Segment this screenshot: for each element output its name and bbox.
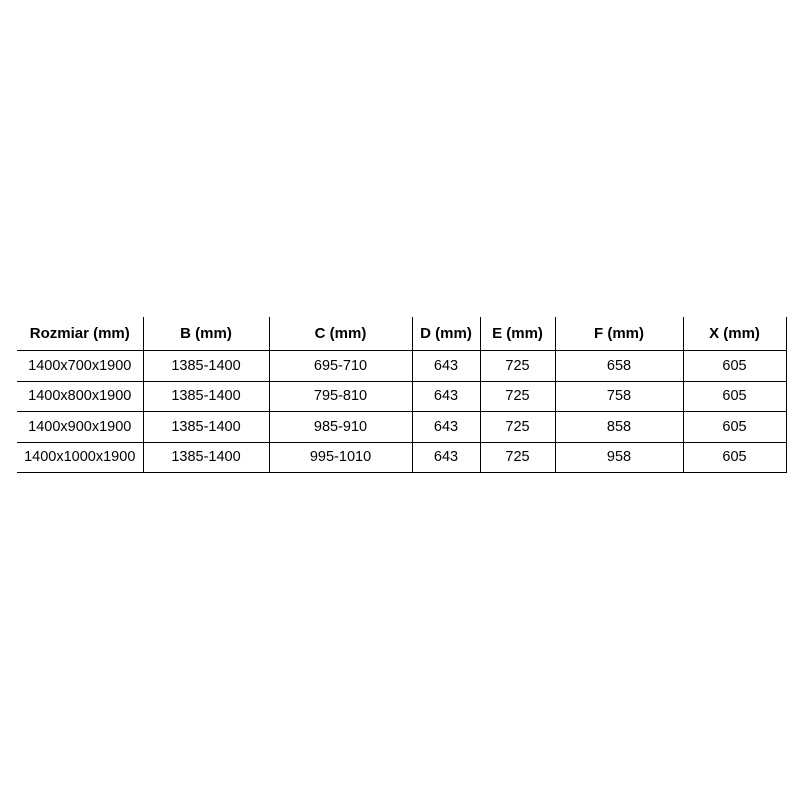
table-cell: 658	[554, 350, 684, 382]
column-header-x: X (mm)	[682, 317, 787, 351]
dimensions-table-container: Rozmiar (mm) B (mm) C (mm) D (mm) E (mm)…	[17, 317, 787, 473]
table-cell: 958	[554, 441, 684, 473]
column-header-e: E (mm)	[479, 317, 556, 351]
table-cell: 643	[411, 411, 481, 443]
table-row: 1400x700x1900 1385-1400 695-710 643 725 …	[17, 350, 787, 382]
table-cell: 695-710	[268, 350, 413, 382]
column-header-rozmiar: Rozmiar (mm)	[17, 317, 144, 351]
table-cell: 725	[479, 411, 556, 443]
table-row: 1400x800x1900 1385-1400 795-810 643 725 …	[17, 380, 787, 412]
table-cell: 725	[479, 441, 556, 473]
table-cell: 795-810	[268, 380, 413, 412]
table-cell: 1400x900x1900	[17, 411, 144, 443]
table-cell: 995-1010	[268, 441, 413, 473]
table-cell: 605	[682, 380, 787, 412]
table-cell: 858	[554, 411, 684, 443]
table-cell: 1385-1400	[142, 441, 270, 473]
table-cell: 758	[554, 380, 684, 412]
table-cell: 725	[479, 350, 556, 382]
column-header-c: C (mm)	[268, 317, 413, 351]
table-cell: 1400x1000x1900	[17, 441, 144, 473]
table-cell: 605	[682, 350, 787, 382]
table-cell: 1385-1400	[142, 350, 270, 382]
column-header-f: F (mm)	[554, 317, 684, 351]
table-cell: 1385-1400	[142, 411, 270, 443]
table-cell: 985-910	[268, 411, 413, 443]
table-cell: 725	[479, 380, 556, 412]
table-cell: 643	[411, 380, 481, 412]
table-cell: 605	[682, 441, 787, 473]
table-cell: 1385-1400	[142, 380, 270, 412]
table-cell: 1400x700x1900	[17, 350, 144, 382]
header-row: Rozmiar (mm) B (mm) C (mm) D (mm) E (mm)…	[17, 317, 787, 351]
column-header-b: B (mm)	[142, 317, 270, 351]
table-cell: 605	[682, 411, 787, 443]
column-header-d: D (mm)	[411, 317, 481, 351]
table-row: 1400x1000x1900 1385-1400 995-1010 643 72…	[17, 441, 787, 473]
table-cell: 643	[411, 350, 481, 382]
table-cell: 643	[411, 441, 481, 473]
dimensions-table: Rozmiar (mm) B (mm) C (mm) D (mm) E (mm)…	[17, 317, 787, 473]
table-row: 1400x900x1900 1385-1400 985-910 643 725 …	[17, 411, 787, 443]
table-cell: 1400x800x1900	[17, 380, 144, 412]
